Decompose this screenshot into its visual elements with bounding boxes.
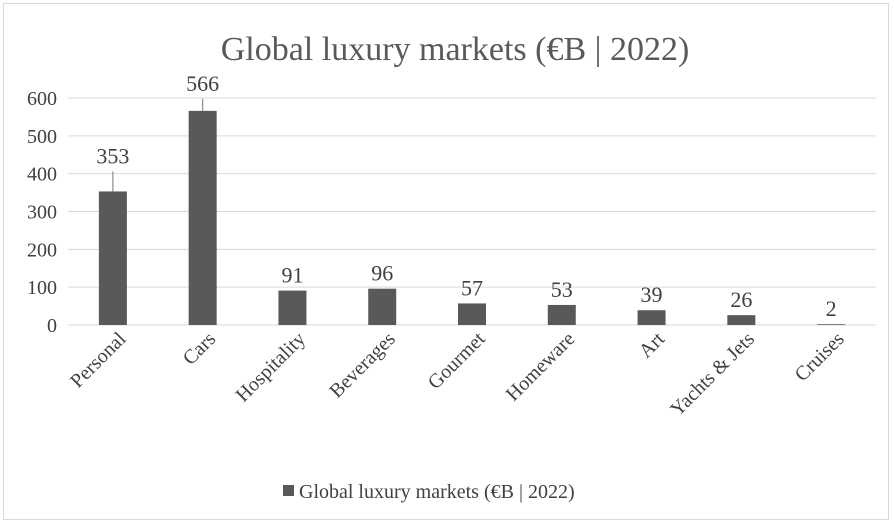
chart-frame <box>3 3 889 520</box>
bar-cars <box>188 110 217 325</box>
bar-art <box>637 310 666 325</box>
y-axis-ticks: 0 100 200 300 400 500 600 <box>27 88 57 337</box>
error-bars <box>112 98 204 192</box>
x-category-label: Gourmet <box>424 328 490 394</box>
bar-homeware <box>547 304 576 325</box>
data-label: 57 <box>461 275 483 300</box>
y-tick-label: 500 <box>27 126 57 148</box>
data-label: 96 <box>371 261 393 286</box>
x-axis-categories: Personal Cars Hospitality Beverages Gourmet H… <box>66 328 849 421</box>
bar-personal <box>98 191 127 325</box>
legend-swatch <box>283 485 294 496</box>
x-category-label: Art <box>635 328 670 363</box>
x-category-label: Cruises <box>791 328 849 386</box>
data-label: 353 <box>96 143 129 168</box>
data-label: 566 <box>186 71 219 96</box>
data-label: 26 <box>730 287 752 312</box>
x-category-label: Homeware <box>502 328 580 406</box>
data-label: 53 <box>551 277 573 302</box>
bar-yachts-jets <box>727 315 756 325</box>
data-label: 39 <box>641 282 663 307</box>
data-labels: 353 566 91 96 57 53 39 26 2 <box>96 71 836 321</box>
y-tick-label: 400 <box>27 164 57 186</box>
y-tick-label: 200 <box>27 239 57 261</box>
y-tick-label: 600 <box>27 88 57 110</box>
chart-title: Global luxury markets (€B | 2022) <box>221 31 690 68</box>
y-tick-label: 300 <box>27 202 57 224</box>
data-label: 2 <box>826 296 837 321</box>
x-category-label: Personal <box>66 328 131 393</box>
bar-hospitality <box>278 290 307 325</box>
bar-gourmet <box>458 303 486 325</box>
x-category-label: Cars <box>179 328 221 370</box>
x-category-label: Hospitality <box>232 328 310 406</box>
bars <box>98 110 846 325</box>
x-category-label: Yachts & Jets <box>666 328 759 421</box>
legend-label: Global luxury markets (€B | 2022) <box>299 481 575 503</box>
x-category-label: Beverages <box>325 328 400 403</box>
y-tick-label: 100 <box>27 277 57 299</box>
bar-beverages <box>368 288 397 325</box>
data-label: 91 <box>281 263 303 288</box>
y-tick-label: 0 <box>47 315 57 337</box>
legend: Global luxury markets (€B | 2022) <box>283 481 575 503</box>
bar-cruises <box>817 324 846 325</box>
